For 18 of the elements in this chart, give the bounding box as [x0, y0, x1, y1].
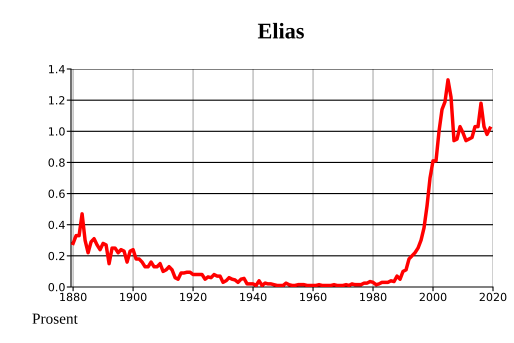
- y-tick-label: 1.4: [48, 65, 65, 74]
- y-axis-title: Prosent: [32, 314, 78, 324]
- x-tick-label: 2020: [480, 292, 506, 302]
- x-tick-label: 2000: [420, 292, 446, 302]
- x-tick-label: 1880: [60, 292, 86, 302]
- y-tick-label: 0.2: [48, 252, 64, 260]
- y-tick-label: 0.6: [48, 190, 65, 198]
- y-tick-label: 1.2: [48, 96, 64, 104]
- y-tick-label: 1.0: [48, 127, 65, 136]
- x-tick-label: 1960: [300, 292, 326, 302]
- chart-title: Elias: [258, 22, 304, 39]
- y-tick-label: 0.4: [48, 220, 65, 230]
- y-tick-label: 0.8: [48, 158, 65, 167]
- x-tick-label: 1980: [360, 292, 386, 302]
- x-tick-label: 1940: [240, 292, 266, 302]
- x-tick-label: 1900: [120, 292, 146, 302]
- y-tick-label: 0.0: [48, 282, 65, 292]
- x-tick-label: 1920: [180, 292, 206, 302]
